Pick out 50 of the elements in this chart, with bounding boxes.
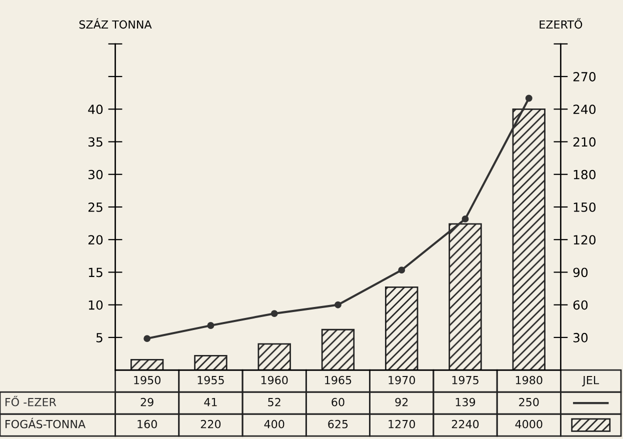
y2-tick-label: 180 bbox=[574, 170, 596, 180]
y-tick-label: 5 bbox=[96, 333, 102, 342]
y-tick-label: 20 bbox=[88, 235, 103, 245]
text: 160 bbox=[138, 420, 157, 428]
text: 1270 bbox=[388, 420, 416, 428]
x-tick-label: 1975 bbox=[452, 376, 478, 384]
text: 4000 bbox=[515, 420, 542, 428]
y2-tick-label: 240 bbox=[573, 104, 596, 114]
y-tick-label: 30 bbox=[88, 170, 103, 180]
point bbox=[398, 266, 406, 274]
x-tick-label: 1960 bbox=[261, 376, 288, 384]
y2-tick-label: 60 bbox=[573, 300, 588, 310]
data-label: 29 bbox=[140, 398, 154, 406]
text: FOGÁS-TONNA bbox=[6, 418, 86, 428]
data-label: 92 bbox=[395, 398, 408, 406]
y2-tick-label: 210 bbox=[573, 137, 596, 147]
x-tick-label: 1965 bbox=[325, 376, 352, 384]
data-label: 41 bbox=[204, 398, 217, 406]
y-tick-label: 40 bbox=[88, 104, 103, 114]
data-label: 250 bbox=[519, 398, 539, 406]
x-tick-label: 1970 bbox=[388, 376, 416, 384]
y-axis-title: SZÁZ TONNA bbox=[79, 18, 152, 29]
point bbox=[462, 215, 469, 222]
y2-tick-label: 30 bbox=[573, 332, 588, 342]
y2-tick-label: 120 bbox=[574, 235, 596, 245]
data-label: 60 bbox=[332, 398, 344, 406]
y2-axis-title: EZERTŐ bbox=[540, 18, 582, 29]
point bbox=[207, 322, 214, 329]
y2-tick-label: 90 bbox=[573, 268, 588, 278]
x-tick-label: 1955 bbox=[198, 376, 224, 384]
legend-title: JEL bbox=[582, 376, 600, 386]
text: 625 bbox=[328, 420, 348, 428]
text: 2240 bbox=[452, 420, 479, 428]
y2-tick-label: 270 bbox=[573, 72, 596, 82]
point bbox=[270, 310, 278, 318]
data-label: 139 bbox=[456, 398, 476, 406]
point bbox=[334, 301, 342, 308]
y-tick-label: 25 bbox=[88, 202, 102, 212]
y2-tick-label: 150 bbox=[574, 202, 596, 212]
y-tick-label: 15 bbox=[88, 268, 102, 278]
text: FŐ -EZER bbox=[6, 396, 56, 406]
y-tick-label: 35 bbox=[88, 137, 102, 147]
x-tick-label: 1980 bbox=[516, 376, 542, 384]
text: 220 bbox=[200, 420, 221, 428]
text: 400 bbox=[264, 420, 284, 428]
point bbox=[525, 94, 532, 102]
point bbox=[144, 335, 151, 342]
x-tick-label: 1950 bbox=[134, 376, 160, 384]
y-tick-label: 10 bbox=[88, 300, 103, 310]
data-label: 52 bbox=[268, 398, 280, 406]
